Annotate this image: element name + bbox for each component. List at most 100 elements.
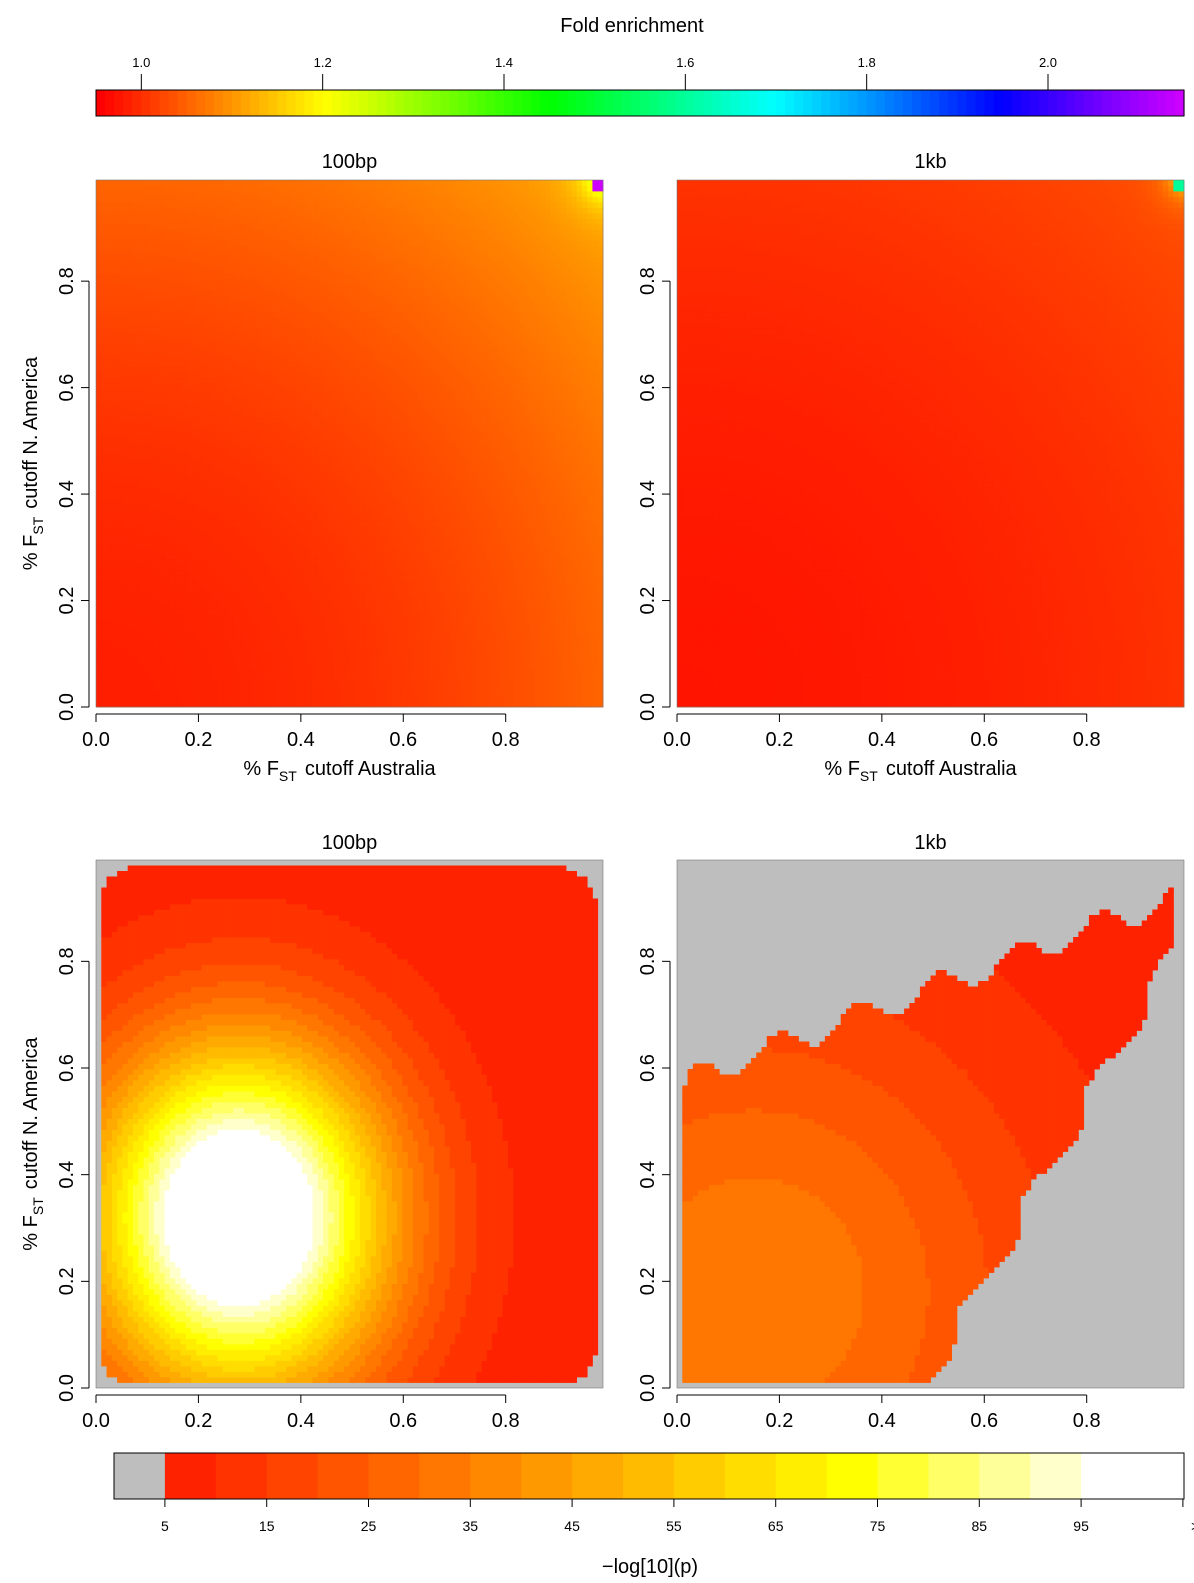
heatmap-cell (550, 492, 556, 499)
heatmap-cell (375, 509, 382, 516)
heatmap-cell (270, 459, 276, 466)
heatmap-cell (201, 503, 208, 510)
heatmap-cell (101, 701, 107, 708)
heatmap-cell (360, 657, 366, 664)
heatmap-cell (502, 531, 509, 538)
heatmap-cell (101, 685, 107, 691)
heatmap-cell (497, 487, 504, 494)
heatmap-cell (338, 668, 345, 675)
heatmap-cell (222, 646, 229, 653)
heatmap-cell (259, 668, 266, 675)
heatmap-cell (101, 641, 107, 648)
heatmap-cell (523, 531, 530, 538)
heatmap-cell (270, 663, 276, 669)
heatmap-cell (265, 520, 271, 527)
heatmap-cell (127, 674, 134, 680)
top-colorbar-frame (95, 89, 1185, 117)
heatmap-cell (539, 564, 546, 571)
heatmap-cell (196, 553, 203, 560)
heatmap-cell (154, 481, 160, 488)
heatmap-cell (523, 525, 530, 532)
heatmap-cell (159, 520, 166, 527)
heatmap-cell (265, 652, 271, 658)
heatmap-cell (587, 674, 593, 680)
heatmap-cell (444, 613, 451, 620)
heatmap-cell (428, 668, 435, 675)
heatmap-cell (492, 531, 498, 538)
heatmap-cell (117, 503, 123, 510)
heatmap-cell (127, 701, 134, 708)
heatmap-cell (428, 690, 435, 697)
heatmap-cell (270, 536, 276, 543)
heatmap-cell (360, 427, 366, 433)
heatmap-cell (333, 459, 340, 466)
heatmap-cell (381, 646, 387, 653)
heatmap-cell (169, 465, 176, 472)
heatmap-cell (286, 701, 292, 708)
heatmap-cell (439, 674, 445, 680)
heatmap-cell (460, 564, 467, 571)
heatmap-cell (439, 580, 445, 587)
heatmap-cell (270, 608, 276, 615)
heatmap-cell (481, 531, 488, 538)
heatmap-cell (597, 657, 604, 664)
heatmap-cell (159, 696, 166, 702)
heatmap-cell (333, 498, 340, 505)
heatmap-cell (571, 641, 577, 648)
heatmap-cell (550, 547, 556, 554)
heatmap-cell (212, 690, 218, 697)
top-colorbar-cell (159, 90, 170, 116)
heatmap-cell (370, 613, 377, 620)
heatmap-cell (560, 668, 567, 675)
heatmap-cell (455, 569, 461, 576)
heatmap-cell (375, 624, 382, 631)
top-colorbar-cell (123, 90, 133, 116)
heatmap-cell (312, 679, 319, 686)
heatmap-cell (555, 525, 562, 532)
heatmap-cell (391, 503, 398, 510)
heatmap-cell (354, 525, 361, 532)
heatmap-cell (217, 427, 224, 433)
heatmap-cell (233, 470, 239, 477)
heatmap-cell (106, 569, 113, 576)
heatmap-cell (265, 547, 271, 554)
heatmap-cell (449, 679, 456, 686)
heatmap-cell (201, 679, 208, 686)
heatmap-cell (106, 454, 113, 461)
heatmap-cell (412, 652, 419, 658)
heatmap-cell (233, 564, 239, 571)
heatmap-cell (254, 668, 261, 675)
heatmap-cell (444, 663, 451, 669)
heatmap-cell (323, 657, 329, 664)
heatmap-cell (206, 492, 213, 499)
heatmap-cell (418, 503, 424, 510)
heatmap-cell (423, 602, 430, 609)
heatmap-cell (581, 476, 588, 483)
heatmap-cell (265, 542, 271, 549)
heatmap-cell (196, 690, 203, 697)
heatmap-cell (238, 454, 245, 461)
heatmap-cell (560, 525, 567, 532)
heatmap-cell (286, 630, 292, 637)
heatmap-cell (307, 674, 313, 680)
heatmap-cell (518, 509, 525, 516)
heatmap-cell (206, 569, 213, 576)
heatmap-cell (191, 635, 197, 642)
heatmap-cell (407, 619, 414, 626)
heatmap-cell (143, 459, 150, 466)
heatmap-cell (243, 597, 250, 604)
heatmap-cell (502, 674, 509, 680)
heatmap-cell (418, 459, 424, 466)
heatmap-cell (349, 492, 356, 499)
heatmap-cell (127, 509, 134, 516)
heatmap-cell (222, 569, 229, 576)
heatmap-cell (328, 569, 335, 576)
heatmap-cell (338, 624, 345, 631)
heatmap-cell (122, 641, 129, 648)
heatmap-cell (275, 514, 282, 521)
heatmap-cell (201, 580, 208, 587)
heatmap-cell (434, 575, 440, 582)
heatmap-cell (307, 619, 313, 626)
heatmap-cell (418, 586, 424, 593)
heatmap-cell (597, 498, 604, 505)
